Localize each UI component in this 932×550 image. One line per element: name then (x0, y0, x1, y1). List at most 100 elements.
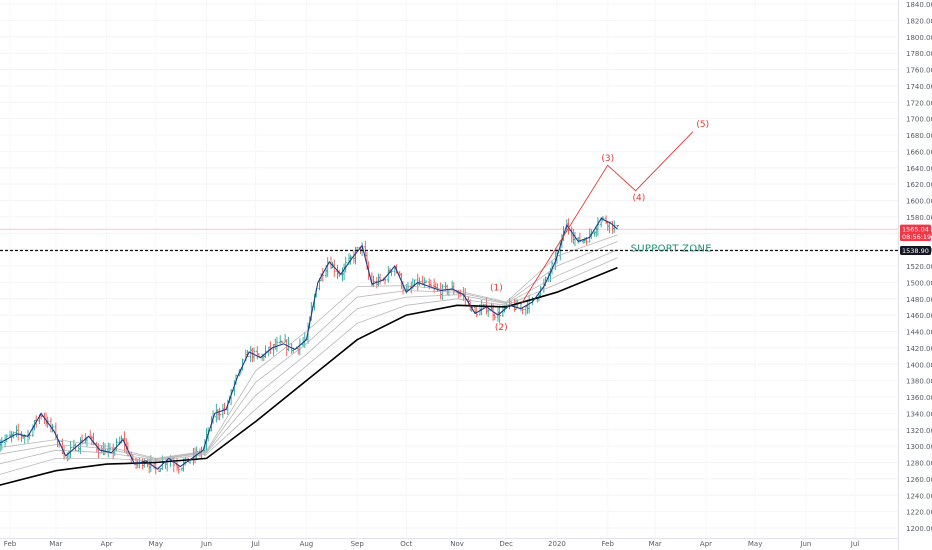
price-bar (11, 431, 15, 439)
x-tick-label: Apr (101, 540, 113, 548)
y-tick-label: 1640.00 (906, 165, 932, 173)
price-bar (372, 275, 375, 288)
price-bar (608, 221, 611, 234)
price-bar (418, 277, 421, 286)
y-tick-label: 1320.00 (906, 427, 932, 435)
y-tick-label: 1780.00 (906, 50, 932, 58)
price-bar (177, 465, 180, 474)
wave-path (520, 131, 694, 305)
price-bar (97, 443, 100, 459)
y-tick-label: 1300.00 (906, 443, 932, 451)
x-tick-label: Mar (49, 540, 62, 548)
wave-label: (1) (490, 284, 503, 294)
x-tick-label: May (149, 540, 163, 548)
price-tag-box (900, 224, 931, 234)
wave-label: (4) (632, 194, 645, 204)
price-bar (0, 437, 4, 451)
y-tick-label: 1260.00 (906, 476, 932, 484)
x-tick-label: Apr (700, 540, 712, 548)
y-tick-label: 1720.00 (906, 99, 932, 107)
price-bar (616, 225, 619, 228)
price-bar (429, 279, 433, 287)
x-tick-label: Feb (602, 540, 615, 548)
y-tick-label: 1660.00 (906, 148, 932, 156)
price-tag: 1565.04 (900, 224, 931, 234)
x-tick-label: Oct (400, 540, 412, 548)
support-zone-label: SUPPORT ZONE (631, 244, 712, 255)
moving-average-light-2 (0, 249, 618, 465)
price-bar (280, 340, 284, 344)
y-tick-label: 1480.00 (906, 296, 932, 304)
x-tick-label: Jun (200, 540, 212, 548)
y-tick-label: 1740.00 (906, 83, 932, 91)
x-tick-label: May (748, 540, 762, 548)
price-bar (424, 279, 428, 283)
price-bar (406, 281, 410, 291)
y-tick-label: 1340.00 (906, 410, 932, 418)
y-tick-label: 1600.00 (906, 198, 932, 206)
x-tick-label: Nov (450, 540, 464, 548)
y-tick-label: 1220.00 (906, 509, 932, 517)
x-tick-label: Sep (351, 540, 365, 548)
y-tick-label: 1360.00 (906, 394, 932, 402)
x-tick-label: Feb (4, 540, 17, 548)
elliott-wave: (1) (2) (3) (4) (5) (490, 120, 709, 333)
x-tick-label: 2020 (548, 540, 566, 548)
moving-average-light-1 (0, 257, 618, 475)
moving-average-heavy (0, 266, 618, 486)
horizontal-levels (0, 228, 898, 252)
price-bar (378, 273, 382, 285)
y-tick-label: 1420.00 (906, 345, 932, 353)
x-tick-label: Jun (799, 540, 811, 548)
x-tick-label: Mar (649, 540, 662, 548)
price-bar (475, 306, 479, 318)
y-tick-label: 1800.00 (906, 34, 932, 42)
y-tick-label: 1580.00 (906, 214, 932, 222)
annotations: SUPPORT ZONE (631, 244, 712, 255)
x-tick-label: Jul (850, 540, 860, 548)
y-tick-label: 1520.00 (906, 263, 932, 271)
price-bar (218, 407, 221, 421)
y-tick-label: 1760.00 (906, 67, 932, 75)
moving-averages (0, 234, 618, 486)
price-bar (337, 269, 341, 278)
time-axis[interactable]: Feb Mar Apr May Jun Jul Aug Sep Oct Nov Dec 2020 Feb… (4, 540, 859, 548)
x-tick-label: Jul (250, 540, 260, 548)
y-tick-label: 1440.00 (906, 329, 932, 337)
moving-average-light-3 (0, 241, 618, 460)
price-bar (390, 270, 393, 276)
price-bar (264, 345, 267, 359)
price-bar (332, 259, 336, 277)
y-tick-label: 1400.00 (906, 361, 932, 369)
y-tick-label: 1380.00 (906, 378, 932, 386)
price-line-group (0, 217, 618, 470)
y-tick-label: 1840.00 (906, 1, 932, 9)
wave-label: (5) (696, 120, 709, 130)
price-bar (493, 313, 497, 321)
price-tag-label: 1538.90 (902, 247, 929, 255)
wave-label: (2) (495, 323, 508, 333)
price-tag-box (900, 246, 931, 256)
price-tag-label: 1565.04 (902, 226, 929, 234)
y-tick-label: 1200.00 (906, 525, 932, 533)
y-tick-label: 1620.00 (906, 181, 932, 189)
y-tick-label: 1680.00 (906, 132, 932, 140)
y-tick-label: 1460.00 (906, 312, 932, 320)
price-axis[interactable]: 1200.00 1220.00 1240.00 1260.00 1280.00 1300.… (906, 1, 932, 533)
x-tick-label: Aug (300, 540, 314, 548)
price-line (0, 217, 618, 470)
y-tick-label: 1240.00 (906, 492, 932, 500)
y-tick-label: 1500.00 (906, 279, 932, 287)
y-tick-label: 1700.00 (906, 116, 932, 124)
price-bar (287, 336, 290, 352)
price-tag: 1538.90 (900, 246, 931, 256)
y-tick-label: 1820.00 (906, 17, 932, 25)
y-tick-label: 1280.00 (906, 460, 932, 468)
price-tag-label: 08:56:19 (902, 233, 931, 241)
moving-average-light-4 (0, 234, 618, 459)
x-tick-label: Dec (499, 540, 513, 548)
price-tag-box (900, 232, 931, 242)
wave-label: (3) (601, 154, 614, 164)
